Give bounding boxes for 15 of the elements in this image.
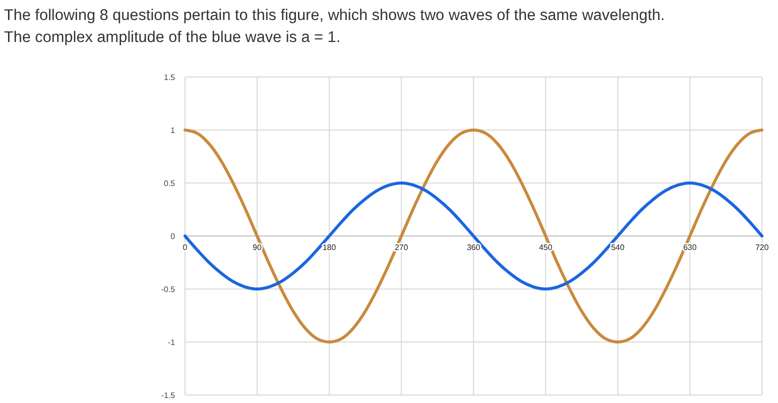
x-tick-label: 540 xyxy=(611,243,625,252)
x-tick-label: 90 xyxy=(252,243,262,252)
y-tick-label: 0 xyxy=(170,232,176,241)
y-tick-label: 1 xyxy=(170,126,176,135)
y-tick-label: 0.5 xyxy=(164,178,176,188)
y-tick-label: -1 xyxy=(168,338,176,347)
x-tick-label: 180 xyxy=(322,243,336,252)
chart-title: The following 8 questions pertain to this figure, which shows two waves of the same wavelength. xyxy=(4,7,665,24)
chart-subtitle: The complex amplitude of the blue wave is a = 1. xyxy=(4,29,340,46)
x-tick-label: 0 xyxy=(182,243,188,252)
y-tick-label: -1.5 xyxy=(161,390,176,400)
x-tick-label: 360 xyxy=(466,243,481,252)
x-tick-label: 720 xyxy=(755,243,770,252)
y-tick-label: 1.5 xyxy=(164,72,176,82)
y-tick-label: -0.5 xyxy=(161,284,176,294)
